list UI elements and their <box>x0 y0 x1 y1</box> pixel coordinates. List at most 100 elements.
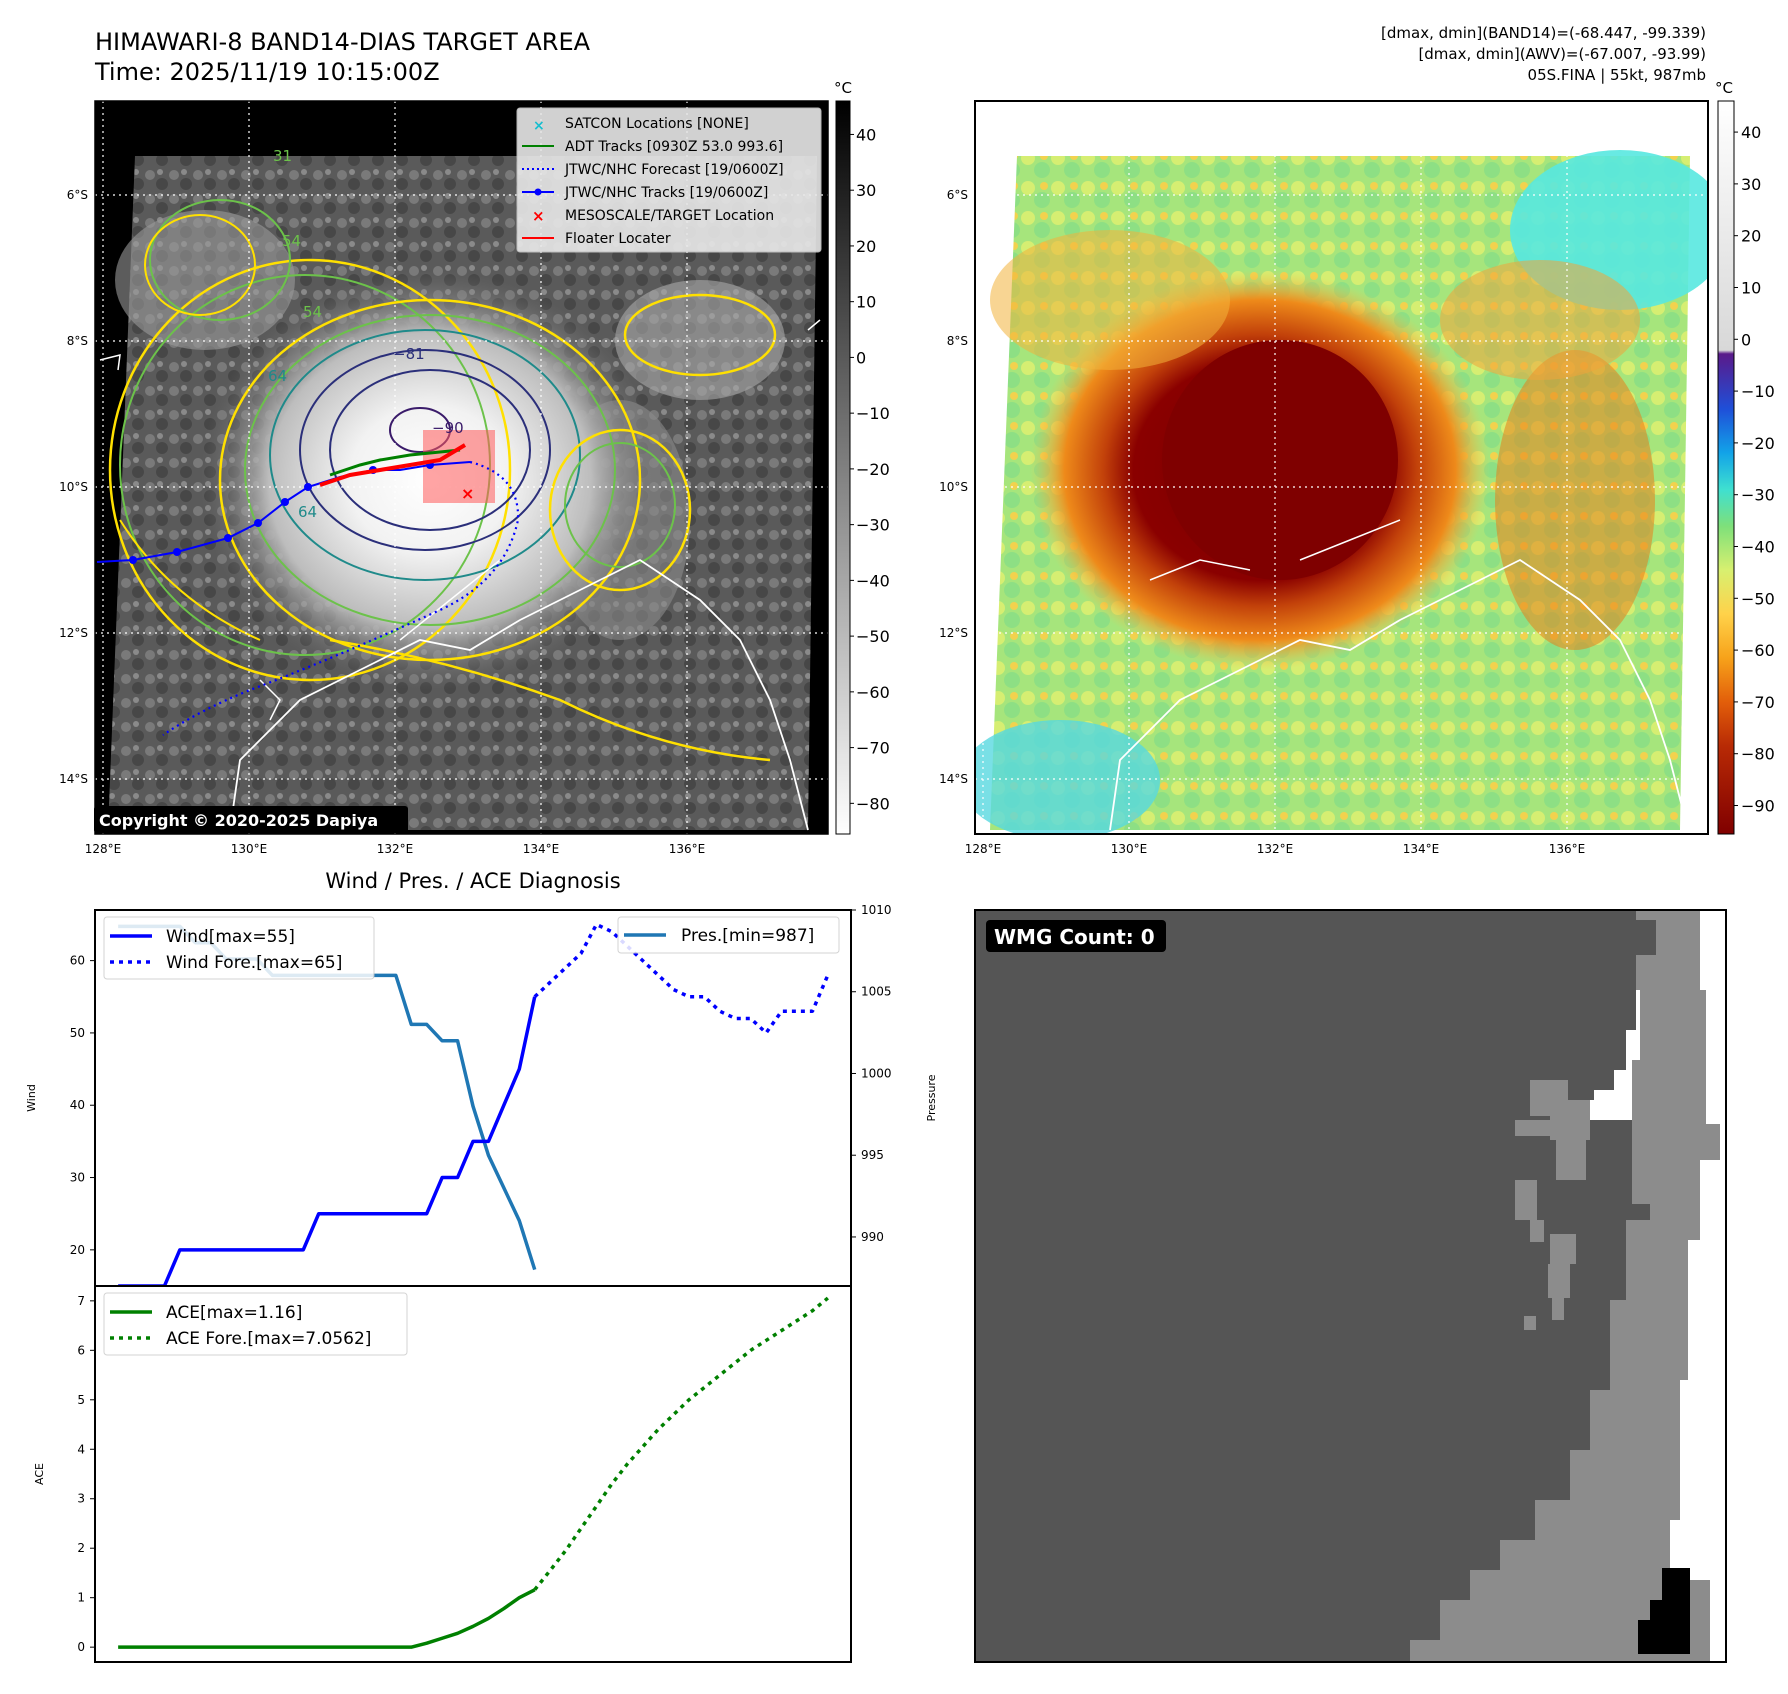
contour-label: −90 <box>432 419 464 437</box>
colorbar-tick-label: −80 <box>1741 745 1775 764</box>
lat-tick: 6°S <box>947 188 968 202</box>
wind-axis-label: Wind <box>25 1084 38 1112</box>
stats-band14: [dmax, dmin](BAND14)=(-68.447, -99.339) <box>1381 24 1706 42</box>
ace-series-line <box>118 1588 536 1649</box>
colorbar-tick-label: 20 <box>856 237 876 256</box>
ace-legend: ACE[max=1.16] ACE Fore.[max=7.0562] <box>103 1292 408 1356</box>
colorbar-tick-label: −30 <box>856 516 890 535</box>
colorbar-tick-label: −30 <box>1741 486 1775 505</box>
ir-satellite-panel: × −81 −90 64 54 31 64 54 Copyright © 202… <box>59 100 829 856</box>
legend-ace: ACE[max=1.16] <box>166 1303 302 1323</box>
colorbar-tick-label: −80 <box>856 794 890 813</box>
colorbar-tick-label: −90 <box>1741 797 1775 816</box>
stats-awv: [dmax, dmin](AWV)=(-67.007, -93.99) <box>1418 45 1706 63</box>
legend-mesoscale: MESOSCALE/TARGET Location <box>565 208 774 224</box>
copyright-text: Copyright © 2020-2025 Dapiya <box>99 811 378 830</box>
adt-track <box>329 448 461 477</box>
legend-satcon: SATCON Locations [NONE] <box>565 116 749 132</box>
lat-tick: 6°S <box>67 188 88 202</box>
colorbar-tick-label: −50 <box>856 627 890 646</box>
colorbar-tick-label: 10 <box>856 293 876 312</box>
ace-tick-label: 7 <box>77 1294 85 1308</box>
enhanced-colorbar: °C 40 30 20 10 0 −10 −20 −30 −40 −50 −60 −70 −80 −90 <box>1715 79 1775 835</box>
floater-track <box>319 443 467 487</box>
contour-label: 54 <box>282 232 301 250</box>
figure-time: Time: 2025/11/19 10:15:00Z <box>94 58 440 86</box>
wind-tick-label: 20 <box>70 1243 85 1257</box>
pressure-tick-label: 990 <box>861 1230 884 1244</box>
cold-core <box>1162 340 1398 580</box>
wmg-mid-region <box>1410 910 1720 1662</box>
contour-label: 31 <box>273 147 292 165</box>
wmg-dark-region <box>975 910 1656 1662</box>
colorbar-tick-label: 20 <box>1741 227 1761 246</box>
wind-pressure-plot: 20 30 40 50 60 990 995 1000 1005 1010 Wind Press… <box>25 903 938 1288</box>
colorbar-tick-label: −60 <box>1741 641 1775 660</box>
legend-satcon-marker: × <box>533 118 545 134</box>
pressure-tick-label: 1000 <box>861 1066 892 1080</box>
legend-wind-forecast: Wind Fore.[max=65] <box>166 953 342 973</box>
lat-tick: 12°S <box>939 626 968 640</box>
lat-tick: 10°S <box>939 480 968 494</box>
colorbar-tick-label: 0 <box>856 348 866 367</box>
ir-lon-ticks: 128°E 130°E 132°E 134°E 136°E <box>85 842 706 856</box>
colorbar-tick-label: 30 <box>1741 175 1761 194</box>
lat-tick: 12°S <box>59 626 88 640</box>
legend-jtwc-forecast: JTWC/NHC Forecast [19/0600Z] <box>564 162 784 178</box>
diagnosis-title: Wind / Pres. / ACE Diagnosis <box>325 869 620 893</box>
colorbar-tick-label: −40 <box>856 571 890 590</box>
wmg-count-label: WMG Count: 0 <box>994 925 1155 949</box>
ace-plot: 0 1 2 3 4 5 6 7 ACE ACE[max=1.16] ACE Fore.[max… <box>33 1285 852 1663</box>
legend-adt: ADT Tracks [0930Z 53.0 993.6] <box>565 139 783 155</box>
pressure-tick-label: 1010 <box>861 903 892 917</box>
colorbar-tick-label: −40 <box>1741 537 1775 556</box>
lat-tick: 14°S <box>59 772 88 786</box>
colorbar-tick-label: −20 <box>856 460 890 479</box>
colorbar-unit: °C <box>1715 79 1733 97</box>
colorbar-tick-label: 40 <box>856 125 876 144</box>
wind-legend: Wind[max=55] Wind Fore.[max=65] <box>103 916 375 980</box>
lon-tick: 134°E <box>1403 842 1440 856</box>
ace-tick-label: 4 <box>77 1442 85 1456</box>
wmg-panel: WMG Count: 0 <box>974 909 1727 1663</box>
wind-tick-label: 60 <box>70 954 85 968</box>
colorbar-unit: °C <box>834 79 852 97</box>
colorbar-tick-label: −10 <box>856 404 890 423</box>
legend-floater: Floater Locater <box>565 231 671 247</box>
legend-wind: Wind[max=55] <box>166 927 295 947</box>
ace-tick-label: 1 <box>77 1591 85 1605</box>
colorbar-tick-label: −60 <box>856 683 890 702</box>
lon-tick: 132°E <box>377 842 414 856</box>
wmg-mid-patches <box>1515 1080 1590 1330</box>
legend-pressure: Pres.[min=987] <box>681 926 814 946</box>
target-box <box>423 430 495 503</box>
colorbar-tick-label: −10 <box>1741 382 1775 401</box>
colorbar-tick-label: −70 <box>1741 693 1775 712</box>
lat-tick: 8°S <box>947 334 968 348</box>
wmg-black-block <box>1638 1568 1690 1654</box>
colorbar-tick-label: −70 <box>856 739 890 758</box>
contour-label: 64 <box>298 503 317 521</box>
contour-label: 54 <box>303 303 322 321</box>
legend-ace-forecast: ACE Fore.[max=7.0562] <box>166 1329 371 1349</box>
colorbar-tick-label: 10 <box>1741 278 1761 297</box>
wind-tick-label: 50 <box>70 1026 85 1040</box>
enhanced-ir-panel: 6°S 8°S 10°S 12°S 14°S 128°E 130°E 132°E… <box>939 100 1709 856</box>
lon-tick: 128°E <box>85 842 122 856</box>
ace-tick-label: 0 <box>77 1640 85 1654</box>
lat-tick: 10°S <box>59 480 88 494</box>
lon-tick: 130°E <box>1111 842 1148 856</box>
lat-tick: 14°S <box>939 772 968 786</box>
pressure-axis-label: Pressure <box>925 1074 938 1121</box>
colorbar-tick-label: 0 <box>1741 330 1751 349</box>
wind-series-line <box>118 996 537 1288</box>
ir-legend: × SATCON Locations [NONE] ADT Tracks [09… <box>516 107 822 253</box>
figure-title: HIMAWARI-8 BAND14-DIAS TARGET AREA <box>95 28 591 56</box>
lon-tick: 136°E <box>669 842 706 856</box>
jtwc-forecast <box>162 460 520 736</box>
wind-forecast-series-line <box>533 922 830 1035</box>
pressure-tick-label: 995 <box>861 1148 884 1162</box>
lat-tick: 8°S <box>67 334 88 348</box>
contour-label: 64 <box>268 367 287 385</box>
